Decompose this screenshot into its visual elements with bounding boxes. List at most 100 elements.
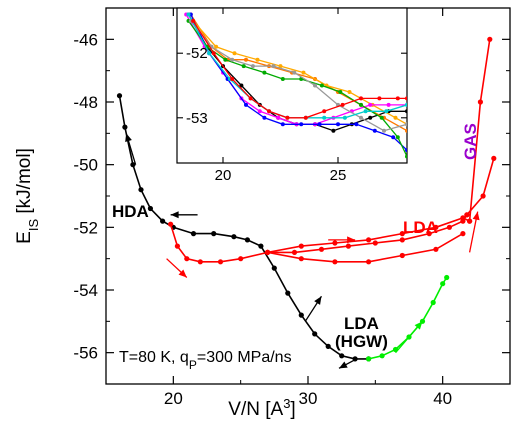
data-point: [217, 259, 224, 265]
arrow-layer: [125, 133, 480, 369]
data-point: [325, 343, 331, 349]
inset-data-point: [255, 57, 260, 62]
inset-data-point: [313, 83, 317, 88]
arrow-head: [170, 211, 179, 219]
inset-series-layer: [184, 12, 407, 159]
arrow-head: [414, 321, 423, 330]
inset-data-point: [276, 115, 281, 120]
data-point: [197, 259, 203, 265]
data-point: [379, 353, 385, 359]
inset-data-point: [363, 109, 368, 114]
data-point: [244, 237, 250, 243]
inset-axes: 20 25 -52 -53: [177, 8, 407, 184]
data-point: [211, 231, 217, 237]
data-point: [366, 259, 372, 265]
data-point: [487, 36, 493, 42]
inset-data-point: [395, 96, 400, 101]
inset-data-point: [347, 90, 352, 94]
data-point: [467, 218, 473, 224]
data-point: [138, 187, 144, 193]
x-tick-label: 40: [433, 389, 452, 408]
data-point: [231, 234, 237, 240]
inset-data-point: [301, 70, 306, 75]
data-point: [460, 215, 466, 221]
lda-hgw-label-line1: LDA: [344, 314, 379, 333]
inset-data-point: [359, 96, 363, 101]
data-point: [366, 237, 372, 243]
inset-data-point: [319, 83, 324, 88]
data-point: [258, 243, 264, 249]
condition-label: T=80 K, qP=300 MPa/ns: [119, 349, 292, 372]
inset-data-point: [354, 122, 359, 127]
data-point: [122, 124, 128, 130]
data-point: [184, 256, 190, 262]
inset-data-point: [191, 18, 196, 23]
data-point: [265, 249, 271, 255]
inset-data-point: [230, 77, 235, 81]
data-point: [491, 155, 497, 161]
inset-data-point: [340, 102, 345, 107]
inset-data-point: [405, 154, 407, 159]
y-tick-label: -48: [73, 93, 98, 112]
inset-data-point: [250, 64, 255, 69]
data-point: [174, 243, 180, 249]
inset-data-point: [223, 57, 228, 62]
data-point: [285, 290, 291, 296]
data-point: [372, 240, 378, 246]
y-tick-label: -50: [73, 156, 98, 175]
inset-data-point: [244, 102, 248, 107]
inset-data-point: [338, 90, 343, 94]
inset-data-point: [285, 115, 290, 120]
inset-data-point: [342, 115, 347, 120]
inset-data-point: [317, 122, 322, 127]
inset-data-point: [382, 128, 386, 133]
hda-label: HDA: [112, 202, 149, 221]
inset-data-point: [262, 115, 267, 120]
inset-data-point: [186, 12, 191, 17]
data-point: [444, 274, 450, 281]
inset-data-point: [322, 109, 327, 114]
x-axis-title: V/N [A3]: [228, 396, 295, 421]
inset-data-point: [391, 135, 396, 140]
inset-data-point: [303, 115, 308, 120]
lda-hgw-label-line2: (HGW): [335, 332, 388, 351]
x-tick-label: 30: [299, 389, 318, 408]
inset-data-point: [368, 102, 373, 107]
inset-data-point: [267, 109, 271, 114]
inset-x-tick-label: 25: [330, 167, 347, 184]
main-series-layer: [116, 36, 497, 362]
inset-data-point: [405, 96, 407, 101]
data-point: [190, 231, 197, 237]
inset-x-tick-label: 20: [215, 167, 232, 184]
x-tick-label: 20: [164, 389, 183, 408]
inset-data-point: [405, 128, 407, 133]
data-point: [147, 205, 153, 212]
inset-data-point: [262, 70, 267, 75]
data-point: [298, 243, 304, 249]
data-point: [291, 249, 298, 255]
inset-data-point: [379, 115, 384, 120]
data-point: [168, 221, 174, 227]
inset-data-point: [271, 64, 276, 69]
inset-data-point: [230, 57, 235, 62]
arrow-head: [472, 211, 480, 221]
arrow-head: [347, 236, 356, 244]
y-axis-title: EIS [kJ/mol]: [14, 148, 41, 244]
inset-data-point: [248, 96, 253, 101]
arrow-head: [178, 269, 187, 278]
data-point: [399, 231, 405, 237]
data-point: [464, 212, 470, 218]
data-point: [345, 243, 351, 249]
main-axes: 20 30 40 -46 -48 -50 -52 -54 -56: [73, 7, 511, 408]
y-tick-label: -46: [73, 30, 98, 49]
inset-data-point: [292, 70, 297, 75]
series-line: [267, 217, 470, 254]
inset-data-point: [299, 122, 304, 127]
gas-label: GAS: [461, 123, 480, 160]
inset-data-point: [244, 57, 248, 62]
inset-data-point: [368, 115, 373, 120]
data-point: [366, 356, 372, 362]
data-point: [312, 331, 318, 337]
